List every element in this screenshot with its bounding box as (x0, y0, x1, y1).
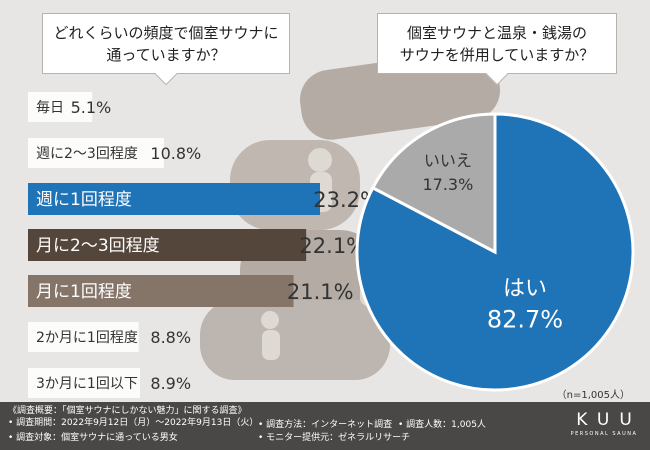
pie-slice-1 (355, 112, 635, 392)
question-frequency-box: どれくらいの頻度で個室サウナに 通っていますか？ (42, 13, 290, 86)
footer-survey-target: • 調査対象：個室サウナに通っている男女 (8, 433, 178, 443)
bar-category-label-7: 3か月に1回以下 (36, 376, 138, 392)
bar-value-label-7: 8.9% (150, 374, 191, 393)
pie-value-label-1: 82.7% (487, 306, 563, 334)
bar-category-label-2: 週に2〜3回程度 (36, 146, 138, 162)
bar-value-label-6: 8.8% (150, 328, 191, 347)
question-frequency-line1: どれくらいの頻度で個室サウナに (53, 23, 279, 42)
survey-footer: 《調査概要：「個室サウナにしかない魅力」に関する調査》 • 調査期間：2022年… (0, 402, 650, 450)
question-combined-use-box: 個室サウナと温泉・銭湯の サウナを併用していますか？ (377, 13, 617, 86)
bar-5 (28, 275, 294, 307)
footer-survey-method: • 調査方法：インターネット調査 (258, 420, 393, 430)
bar-4 (28, 229, 307, 261)
question-combined-use-line2: サウナを併用していますか？ (399, 45, 595, 64)
pie-value-label-2: 17.3% (422, 175, 473, 194)
bar-category-label-1: 毎日 (36, 100, 64, 116)
bar-category-label-5: 月に1回程度 (36, 282, 132, 302)
pie-label-1: はい (503, 277, 547, 302)
logo-sub-text: PERSONAL SAUNA (570, 431, 638, 437)
bar-3 (28, 183, 320, 215)
survey-charts: 毎日 5.1%週に2〜3回程度 10.8%週に1回程度 23.2%月に2〜3回程度 22… (28, 92, 635, 398)
bar-value-label-4: 22.1% (299, 234, 366, 258)
bar-6 (28, 322, 139, 352)
bar-category-label-4: 月に2〜3回程度 (36, 236, 160, 256)
bar-2 (28, 138, 164, 168)
bar-7 (28, 368, 141, 398)
bar-value-label-1: 5.1% (71, 98, 112, 117)
logo-main-text: KUU (576, 410, 642, 430)
kuu-logo: KUU PERSONAL SAUNA (566, 410, 642, 438)
bar-1 (28, 92, 93, 122)
footer-survey-monitor: • モニター提供元：ゼネラルリサーチ (258, 433, 411, 443)
pie-label-2: いいえ (424, 151, 472, 170)
bar-value-label-2: 10.8% (150, 144, 201, 163)
footer-survey-count: • 調査人数：1,005人 (398, 420, 486, 430)
question-combined-use-line1: 個室サウナと温泉・銭湯の (406, 23, 587, 42)
sample-size-note: （n=1,005人） (556, 390, 630, 401)
question-frequency-line2: 通っていますか？ (106, 45, 226, 64)
bar-category-label-3: 週に1回程度 (36, 190, 132, 210)
footer-survey-period: • 調査期間：2022年9月12日（月）〜2022年9月13日（火） (8, 418, 259, 428)
pie-slice-2 (370, 112, 497, 255)
bar-value-label-5: 21.1% (287, 280, 354, 304)
footer-survey-title: 《調査概要：「個室サウナにしかない魅力」に関する調査》 (8, 406, 247, 416)
bar-category-label-6: 2か月に1回程度 (36, 330, 138, 346)
